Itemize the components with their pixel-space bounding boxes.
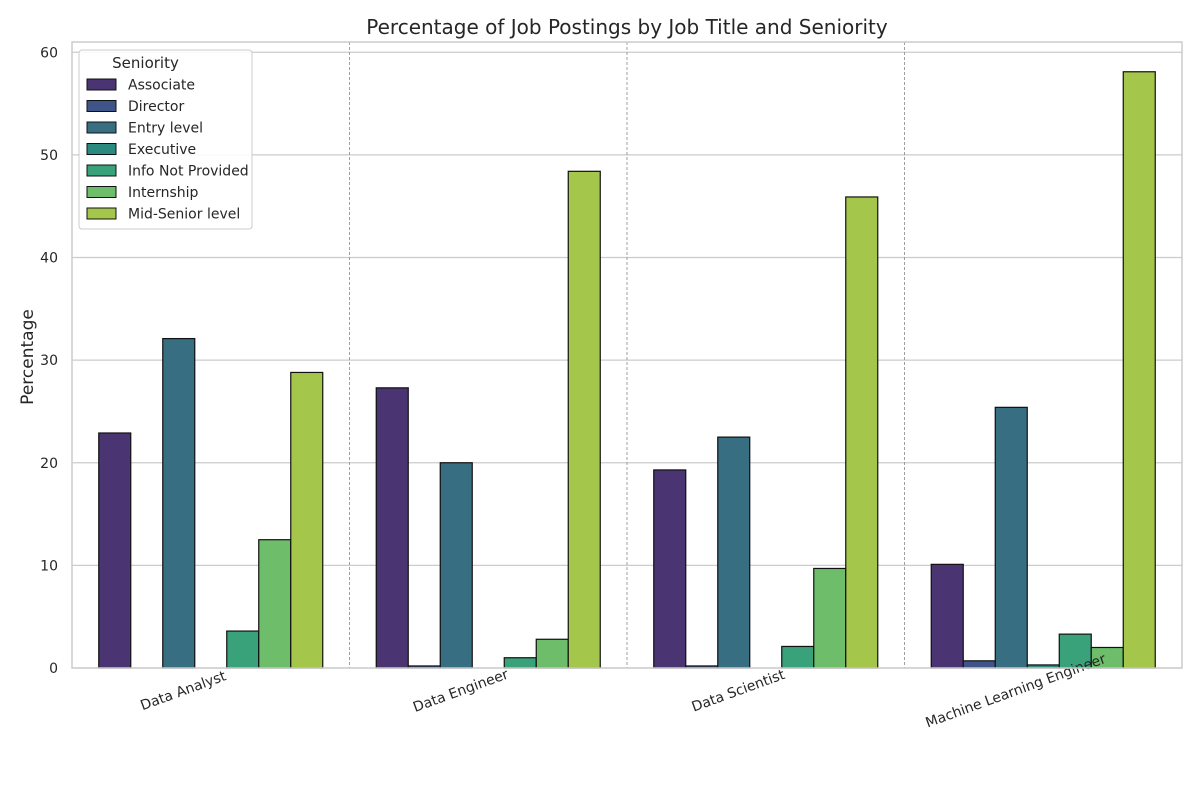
bar [781, 645, 815, 669]
bar [503, 657, 537, 669]
x-tick-label: Data Scientist [690, 667, 788, 716]
legend-label: Entry level [128, 121, 203, 137]
legend-label: Associate [128, 78, 195, 94]
legend-swatch [86, 207, 117, 220]
bar [717, 436, 751, 669]
bar [653, 469, 687, 669]
y-tick-label: 0 [49, 661, 58, 677]
y-tick-label: 10 [40, 558, 58, 574]
legend-label: Director [128, 99, 184, 115]
legend-label: Mid-Senior level [128, 207, 240, 223]
bar [375, 387, 409, 669]
y-tick-label: 20 [40, 456, 58, 472]
y-tick-label: 40 [40, 251, 58, 267]
legend-swatch [86, 78, 117, 91]
bar [439, 462, 473, 669]
legend-swatch [86, 121, 117, 134]
bar [994, 406, 1028, 669]
legend-swatch [86, 164, 117, 177]
x-tick-label: Data Engineer [411, 667, 511, 716]
bar [1122, 71, 1156, 669]
plot-area: 0 10 20 30 40 50 60 Data Analyst Data Engineer Da… [40, 41, 1183, 731]
legend-label: Info Not Provided [128, 164, 249, 180]
legend-box [78, 49, 253, 230]
y-tick-label: 30 [40, 353, 58, 369]
legend-swatch [86, 143, 117, 155]
bar [962, 660, 996, 669]
bar [258, 539, 292, 669]
bar [567, 170, 601, 669]
bar [98, 432, 132, 669]
bar [226, 630, 260, 669]
y-tick-label: 60 [40, 45, 58, 61]
legend-label: Executive [128, 142, 196, 158]
bar [813, 567, 847, 669]
legend-label: Internship [128, 185, 199, 201]
bar [930, 563, 964, 669]
chart-title: Percentage of Job Postings by Job Title … [366, 15, 888, 39]
legend-swatch [86, 186, 117, 198]
legend-swatch [86, 100, 117, 112]
bar [162, 337, 196, 669]
x-tick-label: Data Analyst [138, 668, 228, 714]
y-axis-label: Percentage [18, 309, 38, 405]
bar [845, 196, 879, 669]
plot-frame [71, 41, 1183, 669]
bar [290, 371, 324, 669]
y-tick-label: 50 [40, 148, 58, 164]
legend-title: Seniority [112, 54, 179, 72]
bar [535, 638, 569, 669]
